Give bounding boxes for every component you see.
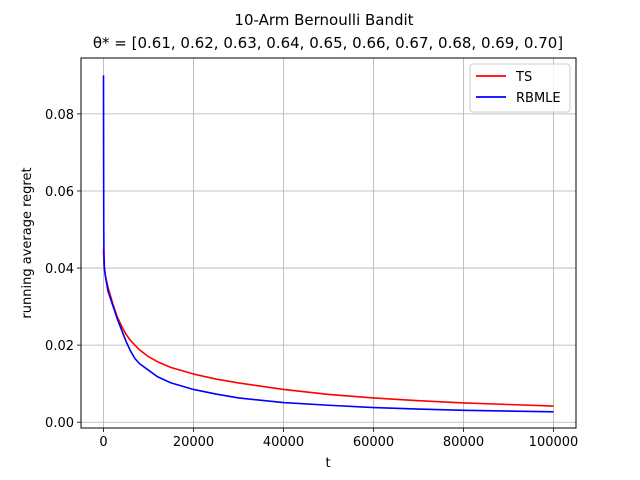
legend: TS RBMLE xyxy=(469,63,571,113)
y-axis-label: running average regret xyxy=(20,167,35,318)
plot-frame xyxy=(80,57,577,429)
x-tick-label: 80000 xyxy=(443,435,484,450)
chart-title: 10-Arm Bernoulli Bandit xyxy=(234,11,413,29)
legend-label-ts: TS xyxy=(515,70,532,85)
x-tick-label: 0 xyxy=(99,435,107,450)
x-axis-label: t xyxy=(325,456,330,471)
y-tick-label: 0.08 xyxy=(45,108,74,123)
y-tick-label: 0.00 xyxy=(45,416,74,431)
x-tick-label: 100000 xyxy=(529,435,579,450)
y-tick-label: 0.06 xyxy=(45,185,74,200)
y-tick-label: 0.02 xyxy=(45,339,74,354)
x-tick-label: 60000 xyxy=(353,435,394,450)
x-tick-label: 20000 xyxy=(173,435,214,450)
series-layer xyxy=(102,75,554,413)
y-axis: 0.00 0.02 0.04 0.06 0.08 xyxy=(45,108,81,431)
legend-label-rbmle: RBMLE xyxy=(516,91,561,106)
series-line-rbmle xyxy=(102,75,554,413)
y-tick-label: 0.04 xyxy=(45,262,74,277)
chart-subtitle: θ* = [0.61, 0.62, 0.63, 0.64, 0.65, 0.66… xyxy=(93,34,563,52)
x-axis: 0 20000 40000 60000 80000 100000 xyxy=(99,428,578,450)
grid xyxy=(81,58,576,428)
x-tick-label: 40000 xyxy=(263,435,304,450)
